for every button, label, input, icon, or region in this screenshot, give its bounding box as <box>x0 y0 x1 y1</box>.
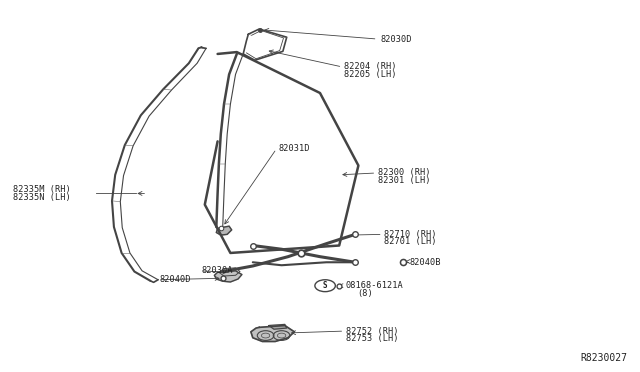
Text: 82040B: 82040B <box>410 258 441 267</box>
Text: 82204 (RH): 82204 (RH) <box>344 62 397 71</box>
Polygon shape <box>269 324 287 329</box>
Text: R8230027: R8230027 <box>580 353 627 363</box>
Polygon shape <box>214 271 242 282</box>
Text: (8): (8) <box>357 289 373 298</box>
Text: 82335M (RH): 82335M (RH) <box>13 185 70 194</box>
Polygon shape <box>216 226 232 235</box>
Text: 82031D: 82031D <box>278 144 310 153</box>
Text: 82040D: 82040D <box>160 275 191 284</box>
Text: 82335N (LH): 82335N (LH) <box>13 193 70 202</box>
Text: 08168-6121A: 08168-6121A <box>346 281 403 290</box>
Text: 82300 (RH): 82300 (RH) <box>378 169 430 177</box>
Text: 82030D: 82030D <box>381 35 412 44</box>
Text: S: S <box>323 281 328 290</box>
Text: 82301 (LH): 82301 (LH) <box>378 176 430 185</box>
Text: 82753 (LH): 82753 (LH) <box>346 334 398 343</box>
Text: 82030A: 82030A <box>202 266 233 275</box>
Text: 82205 (LH): 82205 (LH) <box>344 70 397 79</box>
Text: 82752 (RH): 82752 (RH) <box>346 327 398 336</box>
Polygon shape <box>251 326 294 341</box>
Text: 82710 (RH): 82710 (RH) <box>384 230 436 239</box>
Text: 82701 (LH): 82701 (LH) <box>384 237 436 246</box>
